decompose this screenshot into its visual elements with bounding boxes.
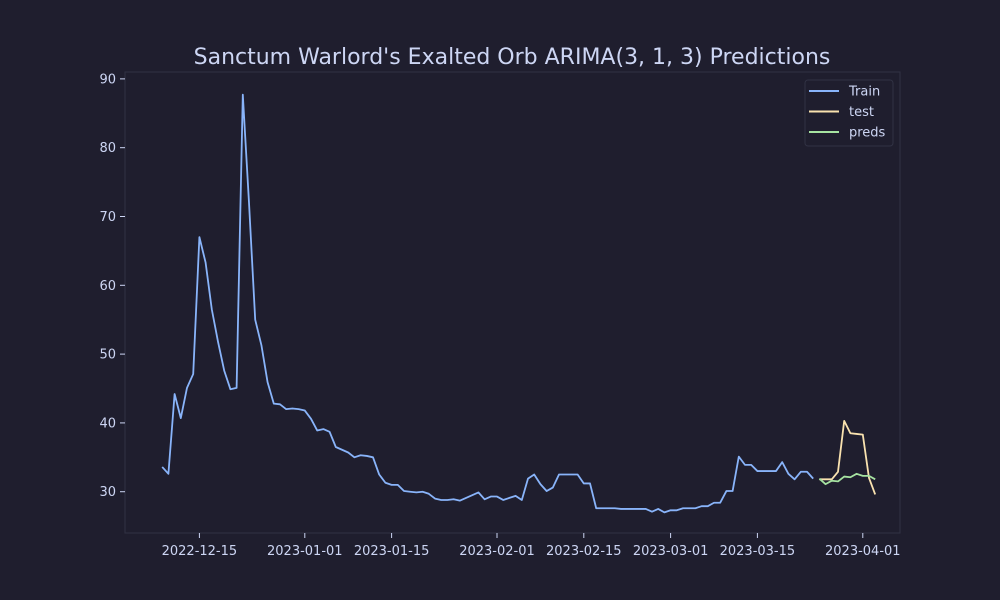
- chart-title: Sanctum Warlord's Exalted Orb ARIMA(3, 1…: [194, 45, 831, 70]
- series-line-test: [819, 419, 877, 495]
- legend-label: test: [849, 105, 874, 120]
- x-tick-label: 2023-04-01: [825, 544, 901, 559]
- series-line-train: [161, 93, 814, 514]
- y-tick-label: 30: [99, 485, 116, 500]
- legend-label: preds: [849, 126, 886, 141]
- y-tick-label: 50: [99, 348, 116, 363]
- legend: Train test preds: [804, 79, 894, 147]
- y-tick-label: 60: [99, 279, 116, 294]
- series-line-preds: [818, 472, 876, 486]
- legend-box: [804, 79, 894, 147]
- x-tick-label: 2023-01-15: [354, 544, 430, 559]
- x-axis: 2022-12-15 2023-01-01 2023-01-15 2023-02-01…: [162, 533, 901, 559]
- plot-area: [124, 71, 901, 534]
- series-layer: [161, 93, 877, 514]
- y-tick-label: 90: [99, 72, 116, 87]
- legend-label: Train: [848, 85, 880, 100]
- y-axis: 30 40 50 60 70 80 90: [99, 72, 125, 500]
- y-tick-label: 70: [99, 210, 116, 225]
- x-tick-label: 2023-01-01: [267, 544, 343, 559]
- x-tick-label: 2023-03-01: [633, 544, 709, 559]
- y-tick-label: 40: [99, 416, 116, 431]
- x-tick-label: 2023-02-15: [546, 544, 622, 559]
- y-tick-label: 80: [99, 141, 116, 156]
- x-tick-label: 2023-03-15: [720, 544, 796, 559]
- x-tick-label: 2023-02-01: [459, 544, 535, 559]
- x-tick-label: 2022-12-15: [162, 544, 238, 559]
